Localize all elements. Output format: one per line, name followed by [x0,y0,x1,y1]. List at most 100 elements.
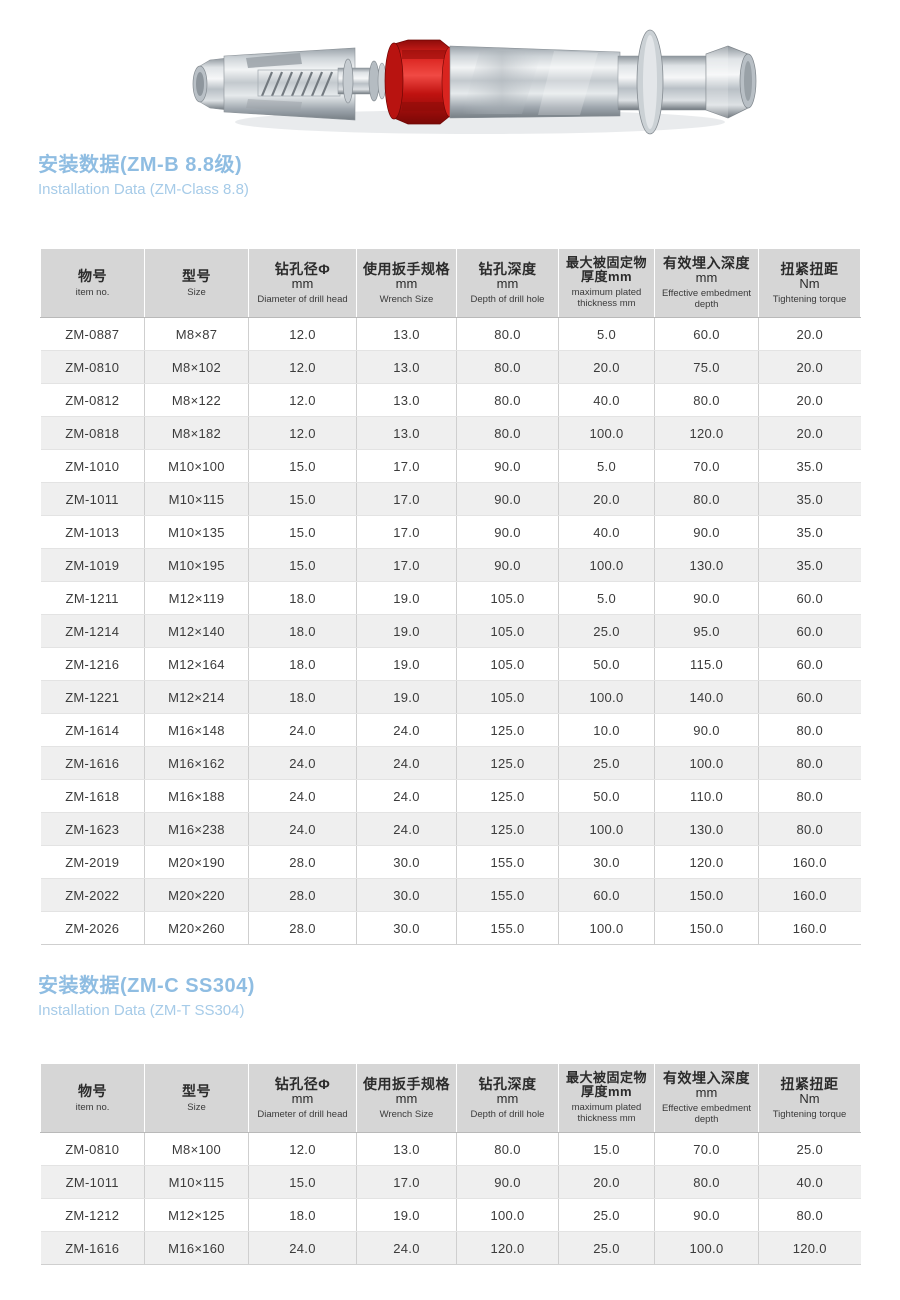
cell-max-plated-thickness: 100.0 [558,548,655,582]
cell-embedment-depth: 100.0 [654,746,759,780]
cell-drill-depth: 155.0 [456,845,559,879]
col-header-unit: mm [291,1090,314,1106]
cell-tightening-torque: 35.0 [758,548,861,582]
col-header-unit: mm [395,275,418,291]
cell-size: M8×122 [144,383,249,417]
cell-wrench-size: 24.0 [356,812,457,846]
col-header-unit: 厚度mm [580,1084,633,1099]
cell-embedment-depth: 90.0 [654,515,759,549]
cell-drill-depth: 125.0 [456,812,559,846]
cell-max-plated-thickness: 20.0 [558,350,655,384]
cell-max-plated-thickness: 100.0 [558,680,655,714]
cell-tightening-torque: 20.0 [758,317,861,351]
cell-tightening-torque: 20.0 [758,350,861,384]
col-header-cn: 使用扳手规格 [363,260,450,277]
installation-data-table-2-wrapper: 物号 item no. 型号 Size 钻孔径Φ mm Diameter of … [0,1063,900,1265]
spacer-2 [0,945,900,973]
cell-wrench-size: 17.0 [356,482,457,516]
cell-size: M10×115 [144,1165,249,1199]
table-row: ZM-1616 M16×160 24.0 24.0 120.0 25.0 100.0 120.… [40,1231,861,1265]
cell-embedment-depth: 120.0 [654,845,759,879]
cell-item-no: ZM-1618 [40,779,145,813]
cell-size: M20×260 [144,911,249,945]
cell-size: M10×100 [144,449,249,483]
cell-wrench-size: 19.0 [356,1198,457,1232]
cell-drill-diameter: 24.0 [248,713,357,747]
cell-max-plated-thickness: 50.0 [558,779,655,813]
cell-drill-diameter: 24.0 [248,1231,357,1265]
cell-tightening-torque: 60.0 [758,614,861,648]
col-header-unit: mm [496,275,519,291]
col-header-cn: 最大被固定物 [565,1070,647,1085]
cell-tightening-torque: 60.0 [758,680,861,714]
col-header-cn: 有效埋入深度 [663,255,750,271]
cell-item-no: ZM-1211 [40,581,145,615]
col-header-cn: 钻孔径Φ [274,260,331,277]
col-header-unit: 厚度mm [580,269,633,284]
cell-drill-depth: 105.0 [456,647,559,681]
cell-max-plated-thickness: 15.0 [558,1132,655,1166]
cell-item-no: ZM-1221 [40,680,145,714]
cell-drill-depth: 80.0 [456,1132,559,1166]
col-header-unit: Nm [799,275,820,291]
col-header-unit: mm [291,275,314,291]
cell-tightening-torque: 80.0 [758,1198,861,1232]
cell-size: M10×115 [144,482,249,516]
cell-item-no: ZM-0812 [40,383,145,417]
cell-item-no: ZM-1623 [40,812,145,846]
cell-tightening-torque: 160.0 [758,845,861,879]
col-header-en: Diameter of drill head [257,293,348,305]
cell-drill-depth: 90.0 [456,548,559,582]
cell-tightening-torque: 80.0 [758,779,861,813]
cell-wrench-size: 13.0 [356,1132,457,1166]
cell-max-plated-thickness: 20.0 [558,1165,655,1199]
cell-wrench-size: 13.0 [356,383,457,417]
col-header-unit: mm [395,1090,418,1106]
cell-size: M8×87 [144,317,249,351]
cell-drill-diameter: 12.0 [248,416,357,450]
cell-drill-diameter: 15.0 [248,548,357,582]
col-header-en: Size [187,286,206,298]
cell-drill-diameter: 18.0 [248,614,357,648]
col-header-en: Tightening torque [772,1108,847,1120]
cell-max-plated-thickness: 5.0 [558,581,655,615]
table-row: ZM-0812 M8×122 12.0 13.0 80.0 40.0 80.0 20.0 [40,383,861,417]
cell-max-plated-thickness: 100.0 [558,812,655,846]
table-2-body: ZM-0810 M8×100 12.0 13.0 80.0 15.0 70.0 25.0 ZM-… [40,1132,861,1265]
col-header-tightening-torque: 扭紧扭距 Nm Tightening torque [758,248,861,318]
table-row: ZM-1623 M16×238 24.0 24.0 125.0 100.0 130.0 80.… [40,812,861,846]
cell-wrench-size: 17.0 [356,515,457,549]
cell-embedment-depth: 60.0 [654,317,759,351]
cell-item-no: ZM-1013 [40,515,145,549]
cell-tightening-torque: 35.0 [758,449,861,483]
cell-wrench-size: 13.0 [356,416,457,450]
col-header-max-plated-thickness: 最大被固定物 厚度mm maximum plated thickness mm [558,248,655,318]
cell-size: M8×102 [144,350,249,384]
cell-drill-depth: 125.0 [456,746,559,780]
cell-tightening-torque: 20.0 [758,416,861,450]
table-2-header: 物号 item no. 型号 Size 钻孔径Φ mm Diameter of … [40,1063,861,1133]
cell-drill-diameter: 12.0 [248,350,357,384]
cell-item-no: ZM-1011 [40,482,145,516]
col-header-en: item no. [75,1101,110,1113]
cell-max-plated-thickness: 60.0 [558,878,655,912]
table-row: ZM-2026 M20×260 28.0 30.0 155.0 100.0 150.0 160… [40,911,861,945]
product-image-banner [0,0,900,152]
cell-item-no: ZM-1010 [40,449,145,483]
table-row: ZM-1214 M12×140 18.0 19.0 105.0 25.0 95.0 60.0 [40,614,861,648]
cell-item-no: ZM-2019 [40,845,145,879]
cell-embedment-depth: 90.0 [654,713,759,747]
cell-drill-depth: 90.0 [456,1165,559,1199]
cell-wrench-size: 30.0 [356,845,457,879]
table-row: ZM-1618 M16×188 24.0 24.0 125.0 50.0 110.0 80.0 [40,779,861,813]
cell-max-plated-thickness: 25.0 [558,746,655,780]
col-header-cn: 钻孔径Φ [274,1075,331,1092]
cell-max-plated-thickness: 10.0 [558,713,655,747]
cell-drill-depth: 105.0 [456,581,559,615]
cell-wrench-size: 24.0 [356,1231,457,1265]
cell-drill-diameter: 28.0 [248,845,357,879]
col-header-cn: 钻孔深度 [478,260,537,277]
col-header-cn: 物号 [78,1082,107,1099]
section-title-cn-2: 安装数据(ZM-C SS304) [38,975,255,997]
cell-drill-depth: 100.0 [456,1198,559,1232]
